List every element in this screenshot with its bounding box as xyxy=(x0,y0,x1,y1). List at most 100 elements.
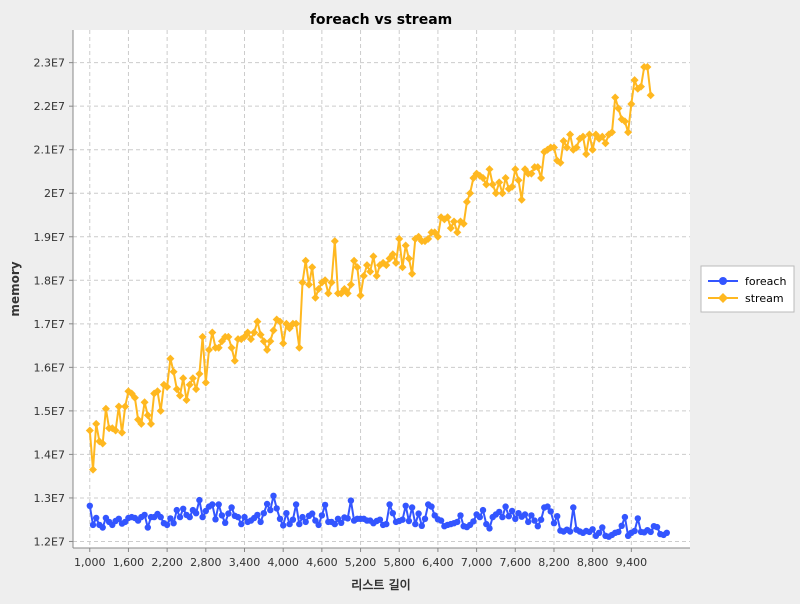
data-point-stream xyxy=(382,261,391,270)
data-point-foreach xyxy=(386,501,393,508)
data-point-stream xyxy=(491,189,500,198)
data-point-stream xyxy=(359,271,368,280)
data-point-stream xyxy=(266,337,275,346)
legend-marker-stream xyxy=(718,293,728,303)
data-point-foreach xyxy=(437,517,445,524)
gridlines xyxy=(73,30,690,548)
data-point-foreach xyxy=(260,510,267,517)
data-point-stream xyxy=(292,319,301,328)
y-tick-label: 2.2E7 xyxy=(34,100,65,113)
data-point-foreach xyxy=(383,520,390,528)
data-point-stream xyxy=(637,82,645,91)
y-tick-label: 1.6E7 xyxy=(34,361,65,374)
data-point-foreach xyxy=(618,522,625,529)
data-point-foreach xyxy=(173,506,180,514)
data-point-stream xyxy=(550,143,558,152)
data-point-foreach xyxy=(270,492,277,499)
x-tick-label: 5,800 xyxy=(383,556,415,569)
data-point-stream xyxy=(330,237,339,246)
data-point-foreach xyxy=(476,513,483,521)
data-point-stream xyxy=(166,354,175,363)
data-point-foreach xyxy=(547,508,554,515)
data-point-foreach xyxy=(505,513,512,520)
legend-item-foreach: foreach xyxy=(708,275,786,288)
data-point-stream xyxy=(172,385,181,394)
legend-label-foreach: foreach xyxy=(745,275,786,288)
data-point-stream xyxy=(611,93,620,102)
data-point-foreach xyxy=(415,510,422,517)
data-point-stream xyxy=(353,263,362,272)
data-point-stream xyxy=(205,345,213,354)
data-point-stream xyxy=(366,267,375,276)
data-point-foreach xyxy=(186,513,193,521)
data-point-stream xyxy=(153,387,162,396)
data-point-stream xyxy=(404,254,413,263)
data-point-stream xyxy=(246,335,255,344)
data-point-stream xyxy=(92,419,101,428)
data-point-stream xyxy=(350,256,359,265)
data-point-stream xyxy=(156,406,165,415)
x-tick-label: 2,800 xyxy=(190,556,222,569)
data-point-foreach xyxy=(93,514,100,522)
data-point-stream xyxy=(488,180,497,189)
data-point-stream xyxy=(501,174,510,182)
data-point-foreach xyxy=(280,522,287,529)
data-point-stream xyxy=(185,380,194,389)
data-point-stream xyxy=(408,269,417,278)
data-point-stream xyxy=(195,369,204,378)
data-point-stream xyxy=(114,402,123,411)
data-point-stream xyxy=(346,280,355,289)
x-tick-label: 6,400 xyxy=(422,556,454,569)
data-point-foreach xyxy=(402,502,409,509)
data-point-foreach xyxy=(286,520,293,528)
y-tick-label: 2.1E7 xyxy=(34,144,65,157)
data-point-foreach xyxy=(292,501,300,508)
data-point-stream xyxy=(169,367,178,376)
x-axis-label: 리스트 길이 xyxy=(351,577,410,592)
data-point-stream xyxy=(450,217,458,226)
data-point-foreach xyxy=(418,522,425,529)
data-point-stream xyxy=(259,337,268,346)
data-point-foreach xyxy=(263,500,271,508)
data-point-foreach xyxy=(550,520,558,527)
data-point-stream xyxy=(314,285,323,293)
data-point-stream xyxy=(462,197,471,206)
data-point-stream xyxy=(324,289,333,298)
data-point-stream xyxy=(443,213,452,222)
data-point-foreach xyxy=(554,513,561,520)
data-point-foreach xyxy=(157,513,164,521)
legend-box xyxy=(700,265,795,313)
data-point-stream xyxy=(388,250,397,259)
data-point-foreach xyxy=(202,507,209,515)
data-point-foreach xyxy=(209,501,216,508)
data-point-foreach xyxy=(180,505,187,512)
data-point-foreach xyxy=(267,506,274,514)
data-point-stream xyxy=(356,291,365,300)
data-point-foreach xyxy=(141,511,148,519)
data-point-stream xyxy=(130,393,139,402)
data-point-stream xyxy=(121,402,130,411)
data-point-stream xyxy=(256,330,265,339)
data-point-stream xyxy=(582,150,591,159)
data-point-foreach xyxy=(254,511,261,519)
data-point-stream xyxy=(511,165,520,174)
data-point-foreach xyxy=(531,517,538,524)
data-point-foreach xyxy=(653,523,661,531)
data-point-foreach xyxy=(309,510,316,517)
data-point-stream xyxy=(98,439,107,448)
data-point-foreach xyxy=(302,518,309,526)
data-point-stream xyxy=(140,398,149,407)
data-point-stream xyxy=(208,328,217,337)
data-point-stream xyxy=(201,378,210,387)
data-point-foreach xyxy=(215,501,222,508)
data-point-stream xyxy=(179,374,188,383)
series-foreach xyxy=(86,492,670,540)
data-point-stream xyxy=(85,426,94,435)
y-tick-label: 1.5E7 xyxy=(34,405,65,418)
data-point-foreach xyxy=(399,516,406,523)
legend: foreach stream xyxy=(700,265,795,313)
x-tick-label: 7,000 xyxy=(461,556,493,569)
data-point-stream xyxy=(89,465,97,474)
data-point-stream xyxy=(147,419,155,428)
